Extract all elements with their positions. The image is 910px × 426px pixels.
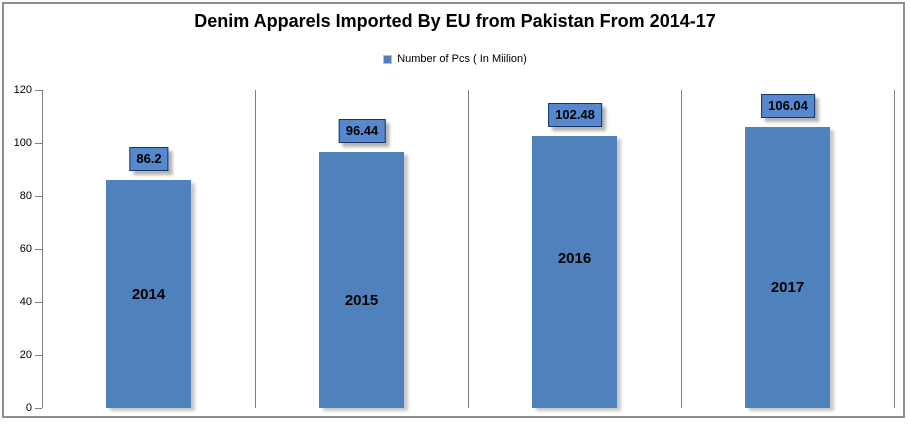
- legend-label: Number of Pcs ( In Miilion): [397, 53, 527, 65]
- bar-value-label: 102.48: [548, 103, 602, 127]
- y-axis-tick: [35, 408, 42, 409]
- y-axis-tick-label: 40: [19, 296, 32, 308]
- y-axis-tick-label: 0: [25, 402, 32, 414]
- chart-frame: [2, 2, 905, 418]
- y-axis: [42, 90, 43, 408]
- y-axis-tick: [35, 90, 42, 91]
- bar-value-label: 106.04: [761, 94, 815, 118]
- category-separator-line: [468, 90, 469, 408]
- y-axis-tick: [35, 249, 42, 250]
- bar-category-label: 2016: [557, 250, 592, 267]
- category-separator-line: [255, 90, 256, 408]
- bar-category-label: 2015: [344, 292, 379, 309]
- y-axis-tick: [35, 143, 42, 144]
- y-axis-tick-label: 100: [13, 137, 32, 149]
- y-axis-tick-label: 120: [13, 84, 32, 96]
- y-axis-tick-label: 60: [19, 243, 32, 255]
- legend-series-marker-icon: [383, 54, 393, 64]
- legend: Number of Pcs ( In Miilion): [0, 53, 910, 65]
- y-axis-tick-label: 20: [19, 349, 32, 361]
- y-axis-tick-label: 80: [19, 190, 32, 202]
- bar: [745, 127, 830, 408]
- chart-title: Denim Apparels Imported By EU from Pakis…: [194, 11, 716, 31]
- bar-category-label: 2017: [770, 279, 805, 296]
- category-separator-line: [681, 90, 682, 408]
- y-axis-tick: [35, 355, 42, 356]
- bar: [532, 136, 617, 408]
- y-axis-tick: [35, 196, 42, 197]
- y-axis-tick: [35, 302, 42, 303]
- bar: [319, 152, 404, 408]
- category-separator-line: [894, 90, 895, 408]
- bar: [106, 180, 191, 408]
- bar-value-label: 86.2: [129, 147, 169, 171]
- bar-category-label: 2014: [131, 286, 166, 303]
- bar-value-label: 96.44: [338, 119, 386, 143]
